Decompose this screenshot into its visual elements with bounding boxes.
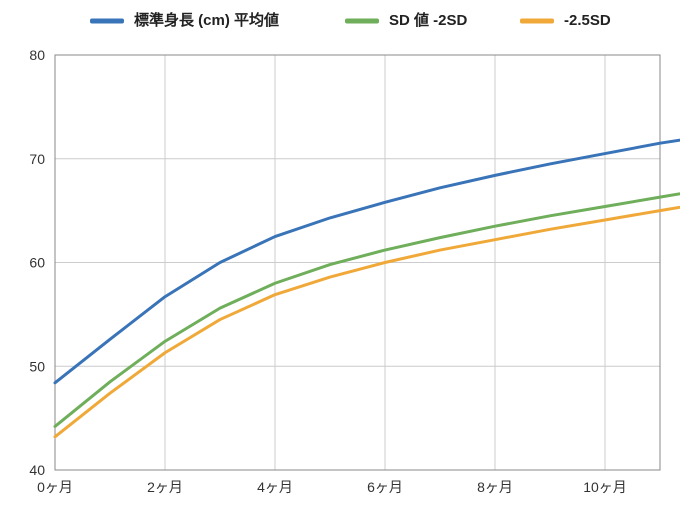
x-tick-label: 8ヶ月 [477, 479, 513, 495]
y-tick-label: 50 [29, 358, 45, 374]
x-tick-label: 2ヶ月 [147, 479, 183, 495]
x-tick-label: 10ヶ月 [583, 479, 627, 495]
x-tick-label: 0ヶ月 [37, 479, 73, 495]
x-tick-label: 6ヶ月 [367, 479, 403, 495]
growth-chart: 40 50 60 70 80 0ヶ月 2ヶ月 4ヶ月 6ヶ月 8ヶ月 10ヶ月 標準身長 (cm) 平… [0, 0, 680, 510]
legend-label: SD 値 -2SD [389, 11, 468, 29]
y-tick-label: 80 [29, 47, 45, 63]
legend-swatch [345, 19, 379, 24]
legend-label: -2.5SD [564, 12, 611, 29]
legend-swatch [90, 19, 124, 24]
chart-svg: 40 50 60 70 80 0ヶ月 2ヶ月 4ヶ月 6ヶ月 8ヶ月 10ヶ月 標準身長 (cm) 平… [0, 0, 680, 510]
x-tick-label: 4ヶ月 [257, 479, 293, 495]
y-tick-label: 40 [29, 462, 45, 478]
legend-label: 標準身長 (cm) 平均値 [134, 11, 279, 29]
y-tick-label: 70 [29, 151, 45, 167]
legend-swatch [520, 19, 554, 24]
y-tick-label: 60 [29, 255, 45, 271]
